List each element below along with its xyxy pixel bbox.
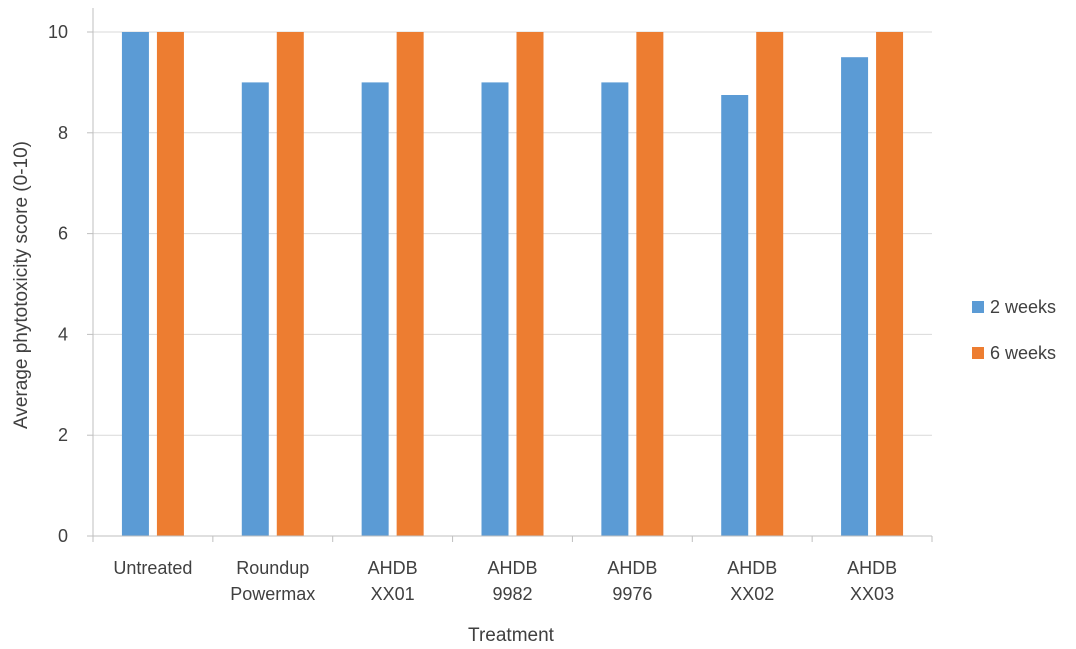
y-axis-title: Average phytotoxicity score (0-10) (11, 141, 32, 429)
bars (121, 32, 904, 537)
tick-labels: 0 2 4 6 8 10 Untreated Roundup Powermax AHDB XX01 A… (48, 22, 897, 604)
bar-6-weeks (276, 32, 304, 536)
y-tick-label: 4 (58, 324, 68, 344)
x-tick-label: Untreated (113, 558, 192, 578)
x-axis-title: Treatment (468, 625, 555, 646)
y-tick-label: 10 (48, 22, 68, 42)
bar-6-weeks (156, 32, 184, 536)
bar-2-weeks (121, 32, 149, 536)
x-tick-label: AHDB XX03 (847, 558, 897, 604)
x-tick-label: AHDB 9976 (607, 558, 657, 604)
gridlines (93, 31, 932, 436)
bar-2-weeks (601, 82, 629, 537)
bar-6-weeks (756, 32, 784, 536)
bar-6-weeks (636, 32, 664, 536)
x-tick-label: AHDB 9982 (487, 558, 537, 604)
x-tick-label: Roundup Powermax (230, 558, 315, 604)
x-tick-label: AHDB XX02 (727, 558, 777, 604)
bar-6-weeks (876, 32, 904, 536)
bar-2-weeks (841, 57, 869, 536)
bar-6-weeks (516, 32, 544, 536)
y-tick-label: 6 (58, 224, 68, 244)
bar-2-weeks (241, 82, 269, 537)
legend-label: 2 weeks (990, 297, 1056, 317)
y-tick-label: 0 (58, 526, 68, 546)
legend-swatch (972, 301, 984, 313)
legend: 2 weeks 6 weeks (972, 297, 1056, 363)
bar-2-weeks (721, 95, 749, 536)
y-tick-label: 2 (58, 425, 68, 445)
y-tick-label: 8 (58, 123, 68, 143)
axes (87, 8, 933, 542)
legend-swatch (972, 347, 984, 359)
legend-label: 6 weeks (990, 343, 1056, 363)
bar-6-weeks (396, 32, 424, 536)
x-tick-label: AHDB XX01 (368, 558, 418, 604)
bar-2-weeks (481, 82, 509, 537)
bar-2-weeks (361, 82, 389, 537)
